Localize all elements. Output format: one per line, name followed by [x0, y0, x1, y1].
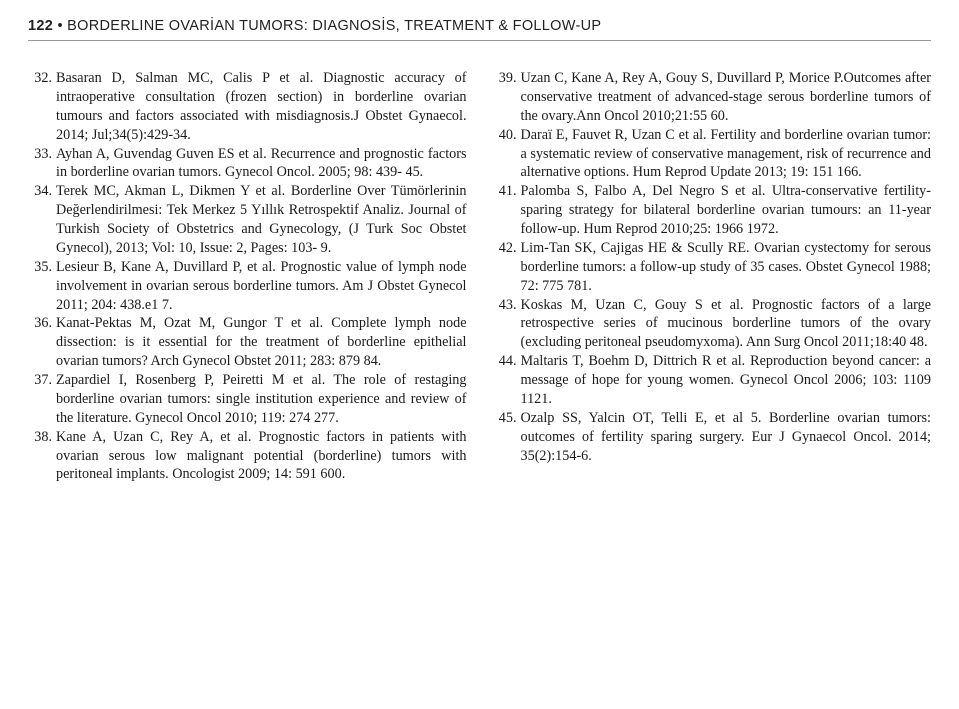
reference-item: 32.Basaran D, Salman MC, Calis P et al. … — [28, 69, 467, 145]
reference-number: 41. — [493, 182, 517, 201]
reference-text: Terek MC, Akman L, Dikmen Y et al. Borde… — [56, 183, 467, 256]
reference-number: 32. — [28, 69, 52, 88]
reference-item: 35.Lesieur B, Kane A, Duvillard P, et al… — [28, 258, 467, 315]
reference-number: 36. — [28, 314, 52, 333]
reference-text: Kanat-Pektas M, Ozat M, Gungor T et al. … — [56, 315, 467, 369]
reference-number: 44. — [493, 352, 517, 371]
reference-number: 33. — [28, 145, 52, 164]
reference-text: Daraï E, Fauvet R, Uzan C et al. Fertili… — [521, 127, 932, 181]
right-column: 39.Uzan C, Kane A, Rey A, Gouy S, Duvill… — [493, 69, 932, 484]
reference-item: 33.Ayhan A, Guvendag Guven ES et al. Rec… — [28, 145, 467, 183]
reference-item: 43.Koskas M, Uzan C, Gouy S et al. Progn… — [493, 296, 932, 353]
reference-item: 44.Maltaris T, Boehm D, Dittrich R et al… — [493, 352, 932, 409]
reference-number: 38. — [28, 428, 52, 447]
columns: 32.Basaran D, Salman MC, Calis P et al. … — [28, 69, 931, 484]
reference-number: 35. — [28, 258, 52, 277]
header-bullet: • — [57, 18, 62, 34]
reference-list-left: 32.Basaran D, Salman MC, Calis P et al. … — [28, 69, 467, 484]
reference-item: 42.Lim-Tan SK, Cajigas HE & Scully RE. O… — [493, 239, 932, 296]
reference-item: 39.Uzan C, Kane A, Rey A, Gouy S, Duvill… — [493, 69, 932, 126]
header-title: BORDERLINE OVARİAN TUMORS: DIAGNOSİS, TR… — [67, 18, 601, 34]
reference-text: Koskas M, Uzan C, Gouy S et al. Prognost… — [521, 297, 932, 351]
reference-text: Maltaris T, Boehm D, Dittrich R et al. R… — [521, 353, 932, 407]
page-number: 122 — [28, 18, 53, 34]
reference-text: Lesieur B, Kane A, Duvillard P, et al. P… — [56, 259, 467, 313]
page: 122 • BORDERLINE OVARİAN TUMORS: DIAGNOS… — [0, 0, 959, 484]
reference-number: 42. — [493, 239, 517, 258]
reference-item: 40.Daraï E, Fauvet R, Uzan C et al. Fert… — [493, 126, 932, 183]
reference-item: 45.Ozalp SS, Yalcin OT, Telli E, et al 5… — [493, 409, 932, 466]
running-header: 122 • BORDERLINE OVARİAN TUMORS: DIAGNOS… — [28, 18, 931, 41]
reference-text: Kane A, Uzan C, Rey A, et al. Prognostic… — [56, 429, 467, 483]
reference-text: Basaran D, Salman MC, Calis P et al. Dia… — [56, 70, 467, 143]
reference-text: Uzan C, Kane A, Rey A, Gouy S, Duvillard… — [521, 70, 932, 124]
reference-text: Lim-Tan SK, Cajigas HE & Scully RE. Ovar… — [521, 240, 932, 294]
reference-item: 38.Kane A, Uzan C, Rey A, et al. Prognos… — [28, 428, 467, 485]
reference-number: 34. — [28, 182, 52, 201]
reference-list-right: 39.Uzan C, Kane A, Rey A, Gouy S, Duvill… — [493, 69, 932, 465]
reference-text: Palomba S, Falbo A, Del Negro S et al. U… — [521, 183, 932, 237]
reference-number: 39. — [493, 69, 517, 88]
reference-item: 41.Palomba S, Falbo A, Del Negro S et al… — [493, 182, 932, 239]
reference-text: Ayhan A, Guvendag Guven ES et al. Recurr… — [56, 146, 467, 181]
reference-number: 40. — [493, 126, 517, 145]
left-column: 32.Basaran D, Salman MC, Calis P et al. … — [28, 69, 467, 484]
reference-number: 45. — [493, 409, 517, 428]
reference-text: Ozalp SS, Yalcin OT, Telli E, et al 5. B… — [521, 410, 932, 464]
reference-item: 34.Terek MC, Akman L, Dikmen Y et al. Bo… — [28, 182, 467, 258]
reference-text: Zapardiel I, Rosenberg P, Peiretti M et … — [56, 372, 467, 426]
reference-number: 43. — [493, 296, 517, 315]
reference-number: 37. — [28, 371, 52, 390]
reference-item: 37.Zapardiel I, Rosenberg P, Peiretti M … — [28, 371, 467, 428]
reference-item: 36.Kanat-Pektas M, Ozat M, Gungor T et a… — [28, 314, 467, 371]
